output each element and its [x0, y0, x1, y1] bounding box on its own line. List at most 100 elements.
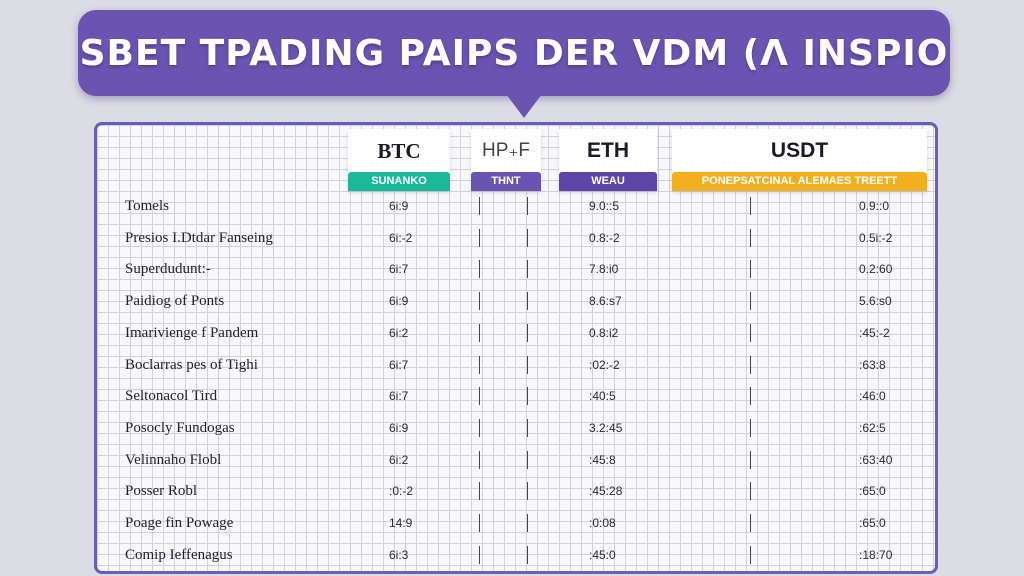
table-row: Seltonacol Tird 6i:7 :40:5 :46:0: [97, 381, 935, 413]
eth-value: 0.8:i2: [589, 325, 619, 340]
btc-value: 6i:9: [389, 420, 409, 435]
hpf-marker: [479, 323, 480, 342]
column-name-usdt: USDT: [770, 139, 829, 162]
btc-value: 6i:2: [389, 452, 409, 467]
hpf-marker: [527, 260, 528, 279]
usdt-marker: [750, 323, 751, 342]
btc-value: 6i:7: [389, 357, 409, 372]
usdt-value: :63:40: [859, 452, 893, 467]
hpf-marker: [527, 450, 528, 469]
row-label: Seltonacol Tird: [125, 388, 218, 405]
btc-value: 6i:7: [389, 262, 409, 277]
eth-value: :45:28: [589, 484, 623, 499]
usdt-marker: [750, 545, 751, 564]
hpf-marker: [479, 228, 480, 247]
btc-value: :0:-2: [389, 484, 414, 499]
eth-value: 7.8:i0: [589, 262, 619, 277]
row-label: Paidiog of Ponts: [125, 293, 225, 310]
hpf-marker: [479, 482, 480, 501]
hpf-marker: [479, 355, 480, 374]
eth-value: :0:08: [589, 516, 616, 530]
row-label: Imarivienge f Pandem: [125, 324, 259, 341]
usdt-marker: [750, 514, 751, 532]
usdt-value: 0.5i:-2: [859, 230, 893, 245]
table-row: Poage fin Powage 14:9:0:08:65:0: [97, 508, 935, 540]
table-row: Comip Ieffenagus 6i:3 :45:0 :18:70: [97, 540, 935, 571]
eth-value: :45:0: [589, 547, 616, 562]
banner-pointer: [506, 94, 542, 118]
hpf-marker: [479, 387, 480, 406]
row-label: Tomels: [125, 198, 169, 214]
hpf-marker: [527, 197, 528, 215]
table-row: Posser Robl :0:-2 :45:28 :65:0: [97, 476, 935, 508]
row-label: Velinnaho Flobl: [125, 451, 222, 468]
column-tag-btc: SUNANKO: [348, 172, 450, 191]
row-label: Comip Ieffenagus: [125, 546, 233, 563]
row-label: Poage fin Powage: [125, 515, 234, 531]
eth-value: :40:5: [589, 389, 616, 404]
usdt-marker: [750, 387, 751, 406]
eth-value: 9.0::5: [589, 199, 620, 213]
eth-value: 0.8:-2: [589, 230, 620, 245]
title-banner: SBET TPADING PAIPS DER VDM (Λ INSPIO: [78, 10, 950, 96]
usdt-value: 0.2:60: [859, 262, 893, 277]
table-row: Boclarras pes of Tighi 6i:7 :02:-2 :63:8: [97, 350, 935, 382]
table-row: Paidiog of Ponts 6i:9 8.6:s7 5.6:s0: [97, 286, 935, 318]
hpf-marker: [527, 514, 528, 532]
row-label: Presios I.Dtdar Fanseing: [125, 229, 273, 246]
hpf-marker: [527, 418, 528, 437]
eth-value: :45:8: [589, 452, 616, 467]
btc-value: 6i:3: [389, 547, 409, 562]
usdt-marker: [750, 228, 751, 247]
btc-value: 6i:9: [389, 294, 409, 309]
hpf-marker: [527, 545, 528, 564]
btc-value: 6i:9: [389, 199, 409, 213]
usdt-marker: [750, 292, 751, 311]
btc-value: 6i:7: [389, 389, 409, 404]
usdt-marker: [750, 355, 751, 374]
usdt-marker: [750, 482, 751, 501]
hpf-marker: [479, 514, 480, 532]
usdt-value: :46:0: [859, 389, 886, 404]
hpf-marker: [479, 418, 480, 437]
column-header-hpf: HP₊F THNT: [471, 129, 541, 191]
hpf-marker: [479, 260, 480, 279]
hpf-marker: [527, 323, 528, 342]
row-label: Posocly Fundogas: [125, 419, 235, 436]
row-label: Posser Robl: [125, 483, 198, 500]
usdt-value: :65:0: [859, 484, 886, 499]
hpf-marker: [527, 355, 528, 374]
table-row: Velinnaho Flobl 6i:2 :45:8 :63:40: [97, 445, 935, 477]
table-row: Imarivienge f Pandem 6i:2 0.8:i2:45:-2: [97, 318, 935, 350]
usdt-value: :62:5: [859, 420, 886, 435]
table-row: Presios I.Dtdar Fanseing 6i:-2 0.8:-2 0.5i:…: [97, 223, 935, 255]
column-header-eth: ETH WEAU: [559, 129, 657, 191]
hpf-marker: [527, 292, 528, 311]
usdt-value: :65:0: [859, 516, 886, 530]
usdt-marker: [750, 450, 751, 469]
usdt-value: :18:70: [859, 547, 893, 562]
row-label: Boclarras pes of Tighi: [125, 356, 258, 373]
usdt-value: 5.6:s0: [859, 294, 892, 309]
column-tag-hpf: THNT: [471, 172, 541, 191]
hpf-marker: [479, 197, 480, 215]
column-tag-usdt: PONEPSATCINAL ALEMAES TREETT: [672, 172, 927, 191]
eth-value: 8.6:s7: [589, 294, 622, 309]
table-row: Superdudunt:- 6i:7 7.8:i0 0.2:60: [97, 254, 935, 286]
table-row: Posocly Fundogas 6i:9 3.2:45:62:5: [97, 413, 935, 445]
column-name-eth: ETH: [587, 139, 629, 162]
eth-value: :02:-2: [589, 357, 620, 372]
hpf-marker: [527, 387, 528, 406]
usdt-marker: [750, 197, 751, 215]
hpf-marker: [527, 482, 528, 501]
hpf-marker: [479, 292, 480, 311]
row-label: Superdudunt:-: [125, 261, 211, 278]
column-name-btc: BTC: [377, 139, 421, 163]
table-row: Tomels 6i:9 9.0::5 0.9::0: [97, 191, 935, 223]
hpf-marker: [479, 545, 480, 564]
column-header-btc: BTC SUNANKO: [348, 129, 450, 191]
usdt-value: :63:8: [859, 357, 886, 372]
hpf-marker: [479, 450, 480, 469]
column-name-hpf: HP₊F: [481, 140, 531, 161]
trading-pairs-table: BTC SUNANKO HP₊F THNT ETH WEAU USDT PONE…: [94, 122, 938, 574]
